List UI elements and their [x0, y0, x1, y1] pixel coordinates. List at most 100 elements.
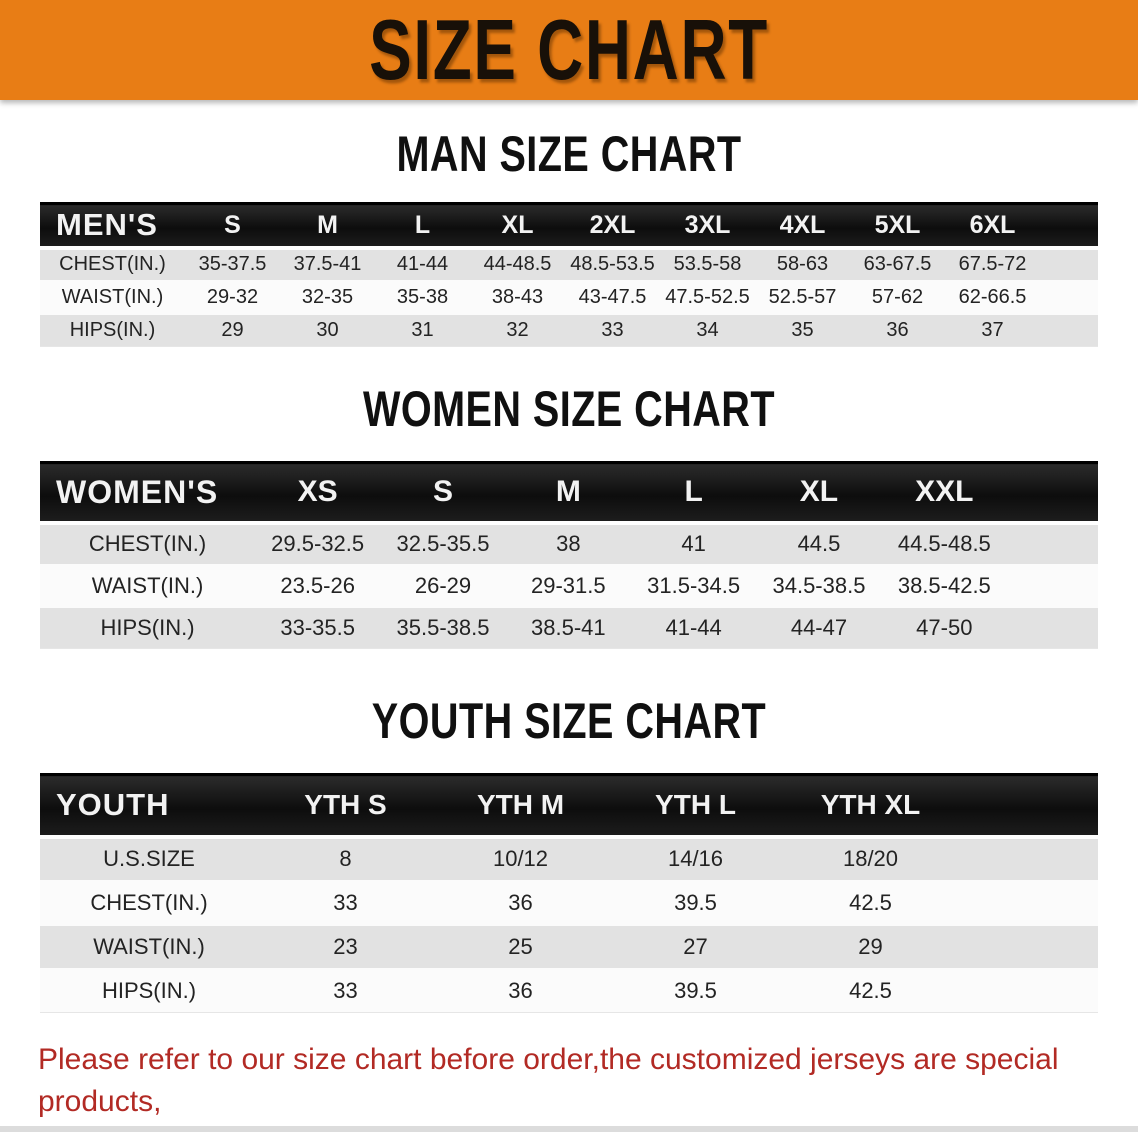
cell: 34 — [660, 312, 755, 347]
cell: 29 — [185, 312, 280, 347]
cell: 32 — [470, 312, 565, 347]
spacer-cell — [1040, 202, 1098, 250]
cell: 39.5 — [608, 879, 783, 925]
column-header: L — [630, 461, 757, 525]
cell: 18/20 — [783, 835, 958, 881]
cell: 37 — [945, 312, 1040, 347]
cell: 34.5-38.5 — [756, 563, 882, 607]
cell: 38.5-41 — [505, 605, 631, 649]
women-size-table: WOMEN'S XS S M L XL XXL CHEST(IN.) 29.5-32.5 32.5… — [40, 461, 1098, 649]
column-header: XL — [470, 202, 565, 250]
column-header: L — [375, 202, 470, 250]
cell: 47.5-52.5 — [660, 279, 755, 314]
row-label: U.S.SIZE — [40, 835, 258, 881]
column-header: YTH S — [258, 773, 433, 839]
banner: SIZE CHART — [0, 0, 1138, 100]
row-label: HIPS(IN.) — [40, 312, 185, 347]
youth-section-heading: YOUTH SIZE CHART — [371, 693, 767, 750]
man-section-heading: MAN SIZE CHART — [396, 126, 742, 183]
cell: 48.5-53.5 — [565, 246, 660, 281]
column-header: 2XL — [565, 202, 660, 250]
table-row: HIPS(IN.) 29 30 31 32 33 34 35 36 37 — [40, 312, 1098, 347]
column-header: 3XL — [660, 202, 755, 250]
cell: 38-43 — [470, 279, 565, 314]
column-header: M — [505, 461, 631, 525]
cell: 33 — [258, 967, 433, 1013]
cell: 14/16 — [608, 835, 783, 881]
cell: 44.5-48.5 — [881, 521, 1007, 565]
cell: 26-29 — [380, 563, 506, 607]
cell: 30 — [280, 312, 375, 347]
cell: 36 — [850, 312, 945, 347]
table-row: CHEST(IN.) 33 36 39.5 42.5 — [40, 879, 1098, 925]
cell: 25 — [433, 923, 608, 969]
row-label: CHEST(IN.) — [40, 521, 255, 565]
cell: 37.5-41 — [280, 246, 375, 281]
cell: 36 — [433, 879, 608, 925]
cell: 36 — [433, 967, 608, 1013]
cell: 41-44 — [630, 605, 757, 649]
disclaimer-line-1: Please refer to our size chart before or… — [38, 1043, 1059, 1118]
cell: 67.5-72 — [945, 246, 1040, 281]
row-label: HIPS(IN.) — [40, 967, 258, 1013]
table-title-cell: WOMEN'S — [40, 461, 255, 525]
cell: 58-63 — [755, 246, 850, 281]
column-header: 5XL — [850, 202, 945, 250]
table-title-cell: MEN'S — [40, 202, 185, 250]
spacer-cell — [1040, 279, 1098, 314]
row-label: WAIST(IN.) — [40, 563, 255, 607]
table-row: WAIST(IN.) 23.5-26 26-29 29-31.5 31.5-34.5 34… — [40, 563, 1098, 607]
table-row: U.S.SIZE 8 10/12 14/16 18/20 — [40, 835, 1098, 881]
cell: 33-35.5 — [255, 605, 381, 649]
cell: 42.5 — [783, 879, 958, 925]
column-header: XL — [756, 461, 882, 525]
cell: 38.5-42.5 — [881, 563, 1007, 607]
cell: 44-48.5 — [470, 246, 565, 281]
cell: 35-38 — [375, 279, 470, 314]
column-header: YTH L — [608, 773, 783, 839]
cell: 10/12 — [433, 835, 608, 881]
cell: 42.5 — [783, 967, 958, 1013]
men-size-table: MEN'S S M L XL 2XL 3XL 4XL 5XL 6XL CHEST(IN.) 35-37… — [40, 202, 1098, 347]
cell: 43-47.5 — [565, 279, 660, 314]
cell: 33 — [258, 879, 433, 925]
cell: 29-32 — [185, 279, 280, 314]
row-label: WAIST(IN.) — [40, 923, 258, 969]
cell: 35 — [755, 312, 850, 347]
table-row: CHEST(IN.) 35-37.5 37.5-41 41-44 44-48.5 48.5… — [40, 246, 1098, 281]
cell: 35.5-38.5 — [380, 605, 506, 649]
row-label: CHEST(IN.) — [40, 246, 185, 281]
bottom-edge-strip — [0, 1126, 1138, 1132]
cell: 8 — [258, 835, 433, 881]
table-row: HIPS(IN.) 33 36 39.5 42.5 — [40, 967, 1098, 1013]
header-row: YOUTH YTH S YTH M YTH L YTH XL — [40, 773, 1098, 839]
column-header: S — [185, 202, 280, 250]
cell: 29.5-32.5 — [255, 521, 381, 565]
banner-title: SIZE CHART — [369, 2, 769, 98]
cell: 53.5-58 — [660, 246, 755, 281]
women-section-heading: WOMEN SIZE CHART — [362, 381, 775, 438]
cell: 39.5 — [608, 967, 783, 1013]
cell: 29 — [783, 923, 958, 969]
disclaimer-note: Please refer to our size chart before or… — [0, 1039, 1138, 1132]
column-header: 6XL — [945, 202, 1040, 250]
header-row: WOMEN'S XS S M L XL XXL — [40, 461, 1098, 525]
cell: 35-37.5 — [185, 246, 280, 281]
cell: 33 — [565, 312, 660, 347]
column-header: M — [280, 202, 375, 250]
table-row: WAIST(IN.) 29-32 32-35 35-38 38-43 43-47.5 47.… — [40, 279, 1098, 314]
cell: 63-67.5 — [850, 246, 945, 281]
cell: 41 — [630, 521, 757, 565]
column-header: S — [380, 461, 506, 525]
cell: 41-44 — [375, 246, 470, 281]
cell: 23 — [258, 923, 433, 969]
spacer-cell — [1007, 461, 1098, 525]
cell: 47-50 — [881, 605, 1007, 649]
youth-size-table: YOUTH YTH S YTH M YTH L YTH XL U.S.SIZE 8 10/12… — [40, 773, 1098, 1013]
column-header: XS — [255, 461, 381, 525]
spacer-cell — [1007, 605, 1098, 649]
cell: 38 — [505, 521, 631, 565]
cell: 57-62 — [850, 279, 945, 314]
cell: 44-47 — [756, 605, 882, 649]
